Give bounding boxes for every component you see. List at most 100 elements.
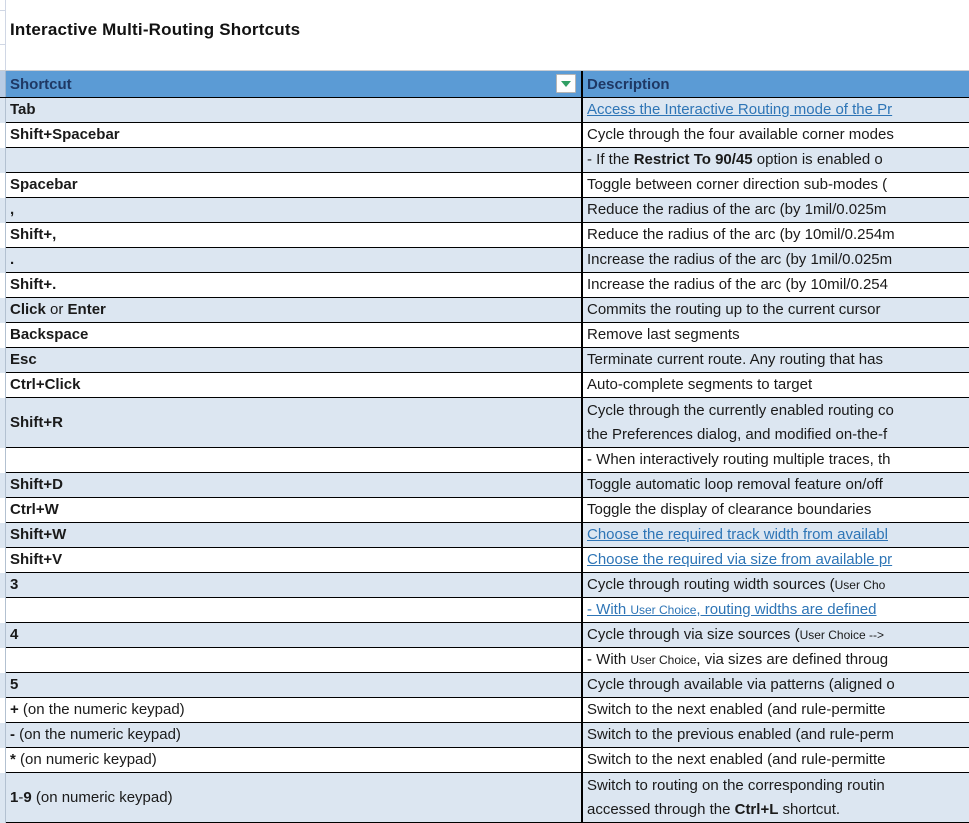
description-cell[interactable]: - If the Restrict To 90/45 option is ena… xyxy=(583,148,969,173)
text-segment: accessed through the xyxy=(587,800,735,818)
text-segment: shortcut. xyxy=(778,800,841,818)
table-row: , Reduce the radius of the arc (by 1mil/0… xyxy=(0,198,969,223)
description-cell[interactable]: Switch to routing on the corresponding r… xyxy=(583,773,969,823)
shortcut-cell[interactable]: - (on the numeric keypad) xyxy=(6,723,583,748)
description-cell[interactable]: - With User Choice, routing widths are d… xyxy=(583,598,969,623)
row-gutter xyxy=(0,173,6,198)
row-gutter xyxy=(0,398,6,448)
description-cell[interactable]: Reduce the radius of the arc (by 1mil/0.… xyxy=(583,198,969,223)
description-line: Choose the required track width from ava… xyxy=(587,523,969,547)
shortcut-cell[interactable] xyxy=(6,648,583,673)
shortcut-cell[interactable] xyxy=(6,148,583,173)
description-cell[interactable]: Terminate current route. Any routing tha… xyxy=(583,348,969,373)
column-header-description[interactable]: Description xyxy=(583,71,969,97)
description-cell[interactable]: Increase the radius of the arc (by 10mil… xyxy=(583,273,969,298)
shortcut-cell[interactable]: , xyxy=(6,198,583,223)
row-gutter xyxy=(0,198,6,223)
text-segment: Ctrl+Click xyxy=(10,376,81,393)
row-gutter xyxy=(0,123,6,148)
description-line: Toggle the display of clearance boundari… xyxy=(587,498,969,522)
description-cell[interactable]: Choose the required track width from ava… xyxy=(583,523,969,548)
shortcut-cell[interactable]: 1-9 (on numeric keypad) xyxy=(6,773,583,823)
description-line: Increase the radius of the arc (by 10mil… xyxy=(587,273,969,297)
description-cell[interactable]: - When interactively routing multiple tr… xyxy=(583,448,969,473)
text-segment: 3 xyxy=(10,576,19,593)
text-segment: Auto-complete segments to target xyxy=(587,376,813,393)
description-cell[interactable]: Cycle through available via patterns (al… xyxy=(583,673,969,698)
description-link[interactable]: Choose the required via size from availa… xyxy=(587,551,893,568)
shortcut-cell[interactable]: Shift+V xyxy=(6,548,583,573)
description-cell[interactable]: Remove last segments xyxy=(583,323,969,348)
shortcut-cell[interactable]: 4 xyxy=(6,623,583,648)
description-link[interactable]: , routing widths are defined xyxy=(696,601,877,618)
description-cell[interactable]: Cycle through via size sources (User Cho… xyxy=(583,623,969,648)
description-cell[interactable]: Switch to the next enabled (and rule-per… xyxy=(583,698,969,723)
shortcut-cell[interactable]: Shift+Spacebar xyxy=(6,123,583,148)
description-cell[interactable]: Switch to the next enabled (and rule-per… xyxy=(583,748,969,773)
description-cell[interactable]: - With User Choice, via sizes are define… xyxy=(583,648,969,673)
shortcut-cell[interactable]: Spacebar xyxy=(6,173,583,198)
filter-dropdown-button[interactable] xyxy=(556,74,576,93)
description-cell[interactable]: Cycle through routing width sources (Use… xyxy=(583,573,969,598)
table-row: 3 Cycle through routing width sources (Us… xyxy=(0,573,969,598)
shortcut-cell[interactable]: Shift+W xyxy=(6,523,583,548)
shortcut-cell[interactable]: 5 xyxy=(6,673,583,698)
description-cell[interactable]: Auto-complete segments to target xyxy=(583,373,969,398)
shortcut-cell[interactable]: . xyxy=(6,248,583,273)
description-cell[interactable]: Cycle through the currently enabled rout… xyxy=(583,398,969,448)
shortcut-cell[interactable]: * (on numeric keypad) xyxy=(6,748,583,773)
description-cell[interactable]: Choose the required via size from availa… xyxy=(583,548,969,573)
table-row: + (on the numeric keypad) Switch to the n… xyxy=(0,698,969,723)
row-gutter xyxy=(0,273,6,298)
table-row: * (on numeric keypad) Switch to the next … xyxy=(0,748,969,773)
text-segment: Shift+D xyxy=(10,476,63,493)
row-gutter xyxy=(0,573,6,598)
shortcut-cell[interactable]: Tab xyxy=(6,98,583,123)
shortcut-cell[interactable]: Shift+. xyxy=(6,273,583,298)
text-segment: - xyxy=(18,788,24,806)
text-segment: option is enabled o xyxy=(752,151,883,168)
text-segment: Increase the radius of the arc (by 10mil… xyxy=(587,276,888,293)
column-header-shortcut[interactable]: Shortcut xyxy=(6,71,583,97)
description-cell[interactable]: Increase the radius of the arc (by 1mil/… xyxy=(583,248,969,273)
shortcut-cell[interactable]: 3 xyxy=(6,573,583,598)
description-cell[interactable]: Toggle automatic loop removal feature on… xyxy=(583,473,969,498)
table-header-row: Shortcut Description xyxy=(0,70,969,98)
description-link[interactable]: - With xyxy=(587,601,631,618)
table-row: Click or Enter Commits the routing up to … xyxy=(0,298,969,323)
text-segment: 1 xyxy=(10,788,19,806)
shortcut-cell[interactable]: Backspace xyxy=(6,323,583,348)
text-segment: Tab xyxy=(10,101,36,118)
description-cell[interactable]: Toggle the display of clearance boundari… xyxy=(583,498,969,523)
shortcut-cell[interactable]: + (on the numeric keypad) xyxy=(6,698,583,723)
row-gutter xyxy=(0,373,6,398)
table-row: 4 Cycle through via size sources (User Ch… xyxy=(0,623,969,648)
description-link[interactable]: Access the Interactive Routing mode of t… xyxy=(587,101,893,118)
description-cell[interactable]: Access the Interactive Routing mode of t… xyxy=(583,98,969,123)
text-segment: Shift+, xyxy=(10,226,57,243)
shortcut-cell[interactable]: Ctrl+W xyxy=(6,498,583,523)
description-cell[interactable]: Switch to the previous enabled (and rule… xyxy=(583,723,969,748)
description-cell[interactable]: Cycle through the four available corner … xyxy=(583,123,969,148)
text-segment: , xyxy=(10,201,15,218)
shortcut-cell[interactable]: Esc xyxy=(6,348,583,373)
description-cell[interactable]: Commits the routing up to the current cu… xyxy=(583,298,969,323)
title-zone: Interactive Multi-Routing Shortcuts xyxy=(0,0,969,70)
shortcut-cell[interactable]: Click or Enter xyxy=(6,298,583,323)
description-cell[interactable]: Reduce the radius of the arc (by 10mil/0… xyxy=(583,223,969,248)
shortcut-cell[interactable] xyxy=(6,598,583,623)
table-row: Shift+R Cycle through the currently enabl… xyxy=(0,398,969,448)
shortcut-cell[interactable]: Shift+R xyxy=(6,398,583,448)
table-row: - With User Choice, routing widths are d… xyxy=(0,598,969,623)
table-row: Shift+V Choose the required via size from… xyxy=(0,548,969,573)
shortcut-cell[interactable] xyxy=(6,448,583,473)
text-segment: Click xyxy=(10,301,46,318)
shortcut-cell[interactable]: Ctrl+Click xyxy=(6,373,583,398)
description-link[interactable]: Choose the required track width from ava… xyxy=(587,526,888,543)
description-link[interactable]: User Choice xyxy=(630,603,697,617)
shortcut-cell[interactable]: Shift+D xyxy=(6,473,583,498)
description-line: Cycle through routing width sources (Use… xyxy=(587,573,969,597)
description-cell[interactable]: Toggle between corner direction sub-mode… xyxy=(583,173,969,198)
shortcut-cell[interactable]: Shift+, xyxy=(6,223,583,248)
row-gutter xyxy=(0,723,6,748)
